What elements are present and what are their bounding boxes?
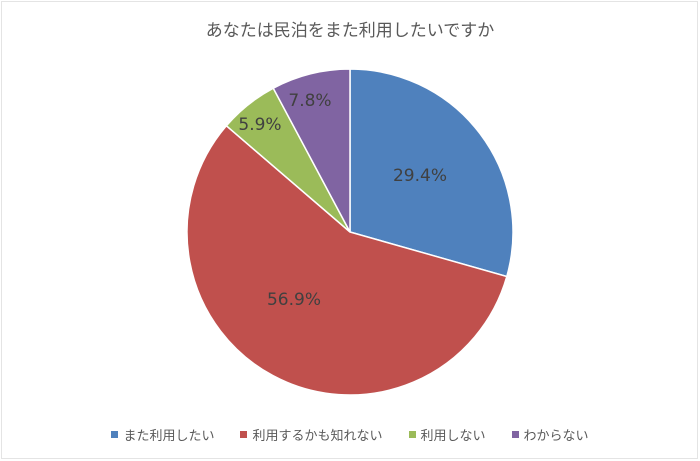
legend-item-want-again: また利用したい (111, 425, 214, 444)
legend-item-maybe: 利用するかも知れない (240, 425, 383, 444)
pie-slice (349, 68, 514, 278)
legend-item-unknown: わからない (511, 425, 589, 444)
legend: また利用したい 利用するかも知れない 利用しない わからない (0, 425, 700, 444)
pie-data-label: 7.8% (288, 91, 331, 111)
pie-data-label: 5.9% (238, 115, 281, 135)
pie-slice (272, 68, 351, 233)
legend-swatch (408, 431, 416, 438)
legend-swatch (111, 431, 119, 438)
pie-labels: 29.4% 56.9% 5.9% 7.8% (238, 91, 447, 310)
pie-slices (186, 68, 514, 396)
legend-swatch (511, 431, 519, 438)
legend-item-no: 利用しない (408, 425, 486, 444)
pie-data-label: 56.9% (267, 290, 321, 310)
legend-label: また利用したい (123, 429, 215, 444)
legend-label: 利用するかも知れない (252, 429, 383, 444)
chart-title: あなたは民泊をまた利用したいですか (205, 21, 495, 41)
legend-label: 利用しない (420, 429, 486, 444)
pie-data-label: 29.4% (393, 166, 447, 186)
pie-slice (186, 124, 508, 396)
legend-swatch (240, 431, 248, 438)
legend-label: わからない (523, 429, 589, 444)
